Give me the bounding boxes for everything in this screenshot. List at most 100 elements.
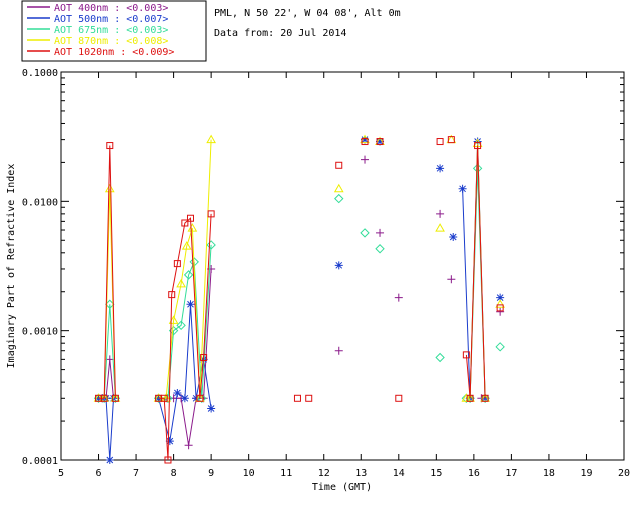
- data-point: [334, 346, 343, 355]
- data-point: [100, 394, 108, 402]
- data-point: [160, 394, 168, 402]
- data-point: [186, 300, 195, 309]
- data-point: [184, 441, 193, 450]
- data-point: [293, 394, 301, 402]
- plot-axes: 5 6 7 8 9 10 11 12 13 14 15 16 17 18 19 20 0.0001 0.0010 0…: [22, 68, 630, 479]
- legend-frame: [21, 0, 207, 62]
- series-line: [469, 168, 486, 399]
- data-point: [435, 352, 445, 363]
- data-point: [461, 393, 472, 402]
- data-point: [495, 342, 505, 352]
- data-point: [474, 142, 482, 150]
- data-point: [105, 355, 114, 364]
- series: [93, 134, 506, 402]
- x-tick-label: 12: [318, 468, 330, 479]
- data-point: [375, 244, 385, 254]
- data-point: [447, 275, 456, 284]
- legend-entry: AOT 400nm : <0.003>: [54, 3, 168, 14]
- data-point: [376, 138, 384, 146]
- data-point: [183, 270, 194, 280]
- x-tick-label: 20: [618, 468, 630, 479]
- legend-entry: AOT 675nm : <0.003>: [54, 25, 168, 36]
- data-point: [305, 394, 313, 402]
- data-point: [449, 232, 458, 241]
- data-point: [187, 223, 198, 232]
- data-point: [394, 293, 403, 302]
- data-point: [496, 293, 505, 302]
- x-tick-label: 19: [580, 468, 592, 479]
- data-point: [334, 193, 344, 204]
- x-tick-label: 7: [133, 468, 139, 479]
- x-tick-label: 5: [58, 468, 64, 479]
- series: [93, 163, 505, 403]
- legend: AOT 400nm : <0.003>AOT 500nm : <0.007>AO…: [21, 0, 207, 62]
- data-point: [495, 299, 506, 308]
- data-point: [168, 291, 176, 299]
- data-point: [376, 228, 385, 237]
- series: [94, 135, 505, 464]
- data-point: [436, 164, 445, 173]
- plot-frame: [60, 71, 625, 461]
- data-point: [181, 219, 189, 227]
- x-tick-label: 18: [543, 468, 555, 479]
- y-tick-label: 0.0100: [22, 197, 58, 208]
- data-point: [360, 228, 370, 238]
- data-point: [376, 137, 385, 146]
- series-line: [158, 213, 212, 461]
- data-point: [106, 142, 114, 150]
- data-point: [334, 261, 343, 270]
- series-line: [465, 145, 486, 399]
- data-point: [192, 394, 201, 403]
- x-tick-label: 10: [243, 468, 255, 479]
- x-tick-label: 11: [280, 468, 292, 479]
- data-point: [163, 393, 173, 403]
- x-tick-label: 8: [171, 468, 177, 479]
- data-point: [458, 184, 467, 193]
- data-point: [462, 351, 470, 359]
- data-point: [436, 138, 444, 146]
- x-tick-label: 17: [505, 468, 517, 479]
- data-point: [173, 260, 181, 268]
- data-point: [473, 137, 482, 146]
- y-tick-label: 0.0010: [22, 327, 58, 338]
- legend-entry: AOT 1020nm : <0.009>: [54, 47, 174, 58]
- data-point: [436, 209, 445, 218]
- series-line: [98, 397, 114, 461]
- data-point: [395, 394, 403, 402]
- date-subtitle: Data from: 20 Jul 2014: [214, 28, 346, 39]
- data-point: [496, 307, 505, 316]
- x-tick-label: 16: [468, 468, 480, 479]
- site-title: PML, N 50 22', W 04 08', Alt 0m: [214, 8, 401, 19]
- data-point: [207, 210, 215, 218]
- data-point: [435, 223, 445, 232]
- series: [95, 136, 504, 464]
- data-point: [496, 304, 504, 312]
- series: [94, 155, 505, 450]
- data-point: [104, 183, 115, 193]
- data-point: [176, 320, 186, 331]
- x-tick-label: 6: [96, 468, 102, 479]
- data-point: [186, 214, 194, 222]
- data-point: [207, 404, 216, 413]
- data-point: [180, 394, 189, 403]
- data-point: [361, 135, 370, 144]
- data-point: [197, 393, 207, 403]
- data-point: [360, 134, 370, 144]
- legend-entry: AOT 870nm : <0.008>: [54, 36, 168, 47]
- data-point: [105, 456, 114, 464]
- data-point: [472, 163, 483, 174]
- data-point: [335, 161, 343, 169]
- data-point: [361, 155, 370, 164]
- y-tick-label: 0.0001: [22, 456, 58, 467]
- data-point: [466, 394, 474, 402]
- x-axis-label: Time (GMT): [312, 482, 372, 493]
- data-point: [176, 278, 186, 288]
- y-tick-label: 0.1000: [22, 68, 58, 79]
- data-point: [333, 183, 344, 193]
- data-point: [181, 241, 192, 250]
- data-point: [164, 456, 172, 464]
- data-point: [111, 394, 119, 402]
- data-point: [447, 136, 455, 144]
- y-axis-label: Imaginary Part of Refractive Index: [6, 164, 17, 369]
